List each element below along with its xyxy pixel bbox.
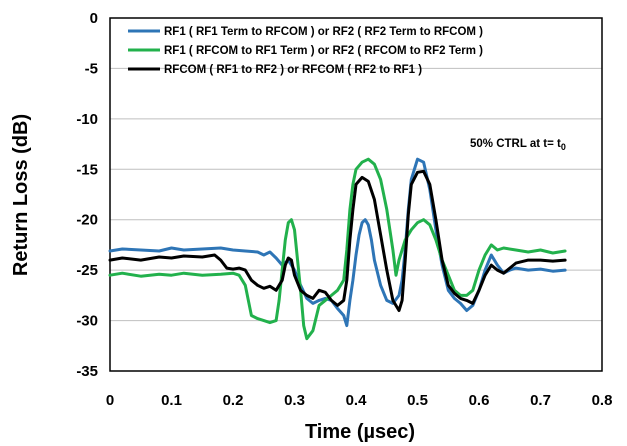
x-tick-label: 0.2	[223, 392, 244, 409]
annotation-subscript: 0	[561, 142, 566, 152]
y-tick-label: -5	[85, 60, 98, 77]
x-tick-label: 0.5	[407, 392, 428, 409]
y-tick-label: -25	[76, 262, 98, 279]
legend-label-1: RF1 ( RF1 Term to RFCOM ) or RF2 ( RF2 T…	[164, 26, 483, 38]
y-tick-label: -10	[76, 111, 98, 128]
x-tick-label: 0.7	[530, 392, 551, 409]
series-lines	[108, 157, 567, 341]
series-line-3	[108, 169, 567, 312]
plot-area-frame	[109, 17, 603, 372]
legend-label-2: RF1 ( RFCOM to RF1 Term ) or RF2 ( RFCOM…	[164, 45, 483, 57]
y-tick-label: -35	[76, 363, 98, 380]
legend-label-3: RFCOM ( RF1 to RF2 ) or RFCOM ( RF2 to R…	[164, 64, 422, 76]
x-tick-label: 0.8	[592, 392, 613, 409]
annotation-main-text: 50% CTRL at t= t	[470, 138, 561, 150]
y-tick-label: -30	[76, 313, 98, 330]
y-axis-title: Return Loss (dB)	[10, 114, 32, 276]
x-tick-label: 0.1	[161, 392, 182, 409]
y-tick-label: -15	[76, 161, 98, 178]
y-tick-label: 0	[90, 10, 98, 27]
tick-labels: 0 -5 -10 -15 -20 -25 -30 -35 0 0.1 0.2 0.3 0.4 0.5 0.6…	[76, 10, 612, 409]
x-tick-label: 0.4	[346, 392, 368, 409]
annotation-ctrl-time: 50% CTRL at t= t0	[470, 138, 566, 152]
y-tick-label: -20	[76, 212, 98, 229]
x-tick-label: 0.6	[469, 392, 490, 409]
legend: RF1 ( RF1 Term to RFCOM ) or RF2 ( RF2 T…	[128, 26, 483, 76]
x-axis-title: Time (µsec)	[305, 421, 415, 443]
x-tick-label: 0.3	[284, 392, 305, 409]
x-tick-label: 0	[106, 392, 114, 409]
series-line-2	[108, 157, 567, 341]
